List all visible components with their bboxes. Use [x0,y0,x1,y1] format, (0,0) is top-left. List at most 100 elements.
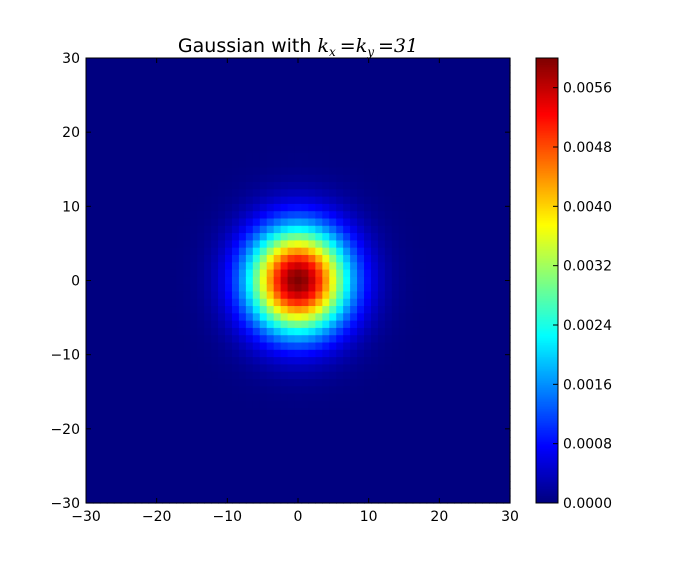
colorbar-strip [536,250,558,254]
heatmap-cell [120,79,129,88]
x-tick-label: −30 [71,509,101,525]
heatmap-cell [245,101,254,110]
heatmap-cell [211,437,219,446]
heatmap-cell [204,152,212,161]
heatmap-cell [503,203,511,212]
heatmap-cell [370,196,379,205]
heatmap-cell [398,378,407,387]
heatmap-cell [294,327,303,336]
colorbar-strip [536,447,558,450]
heatmap-cell [176,400,184,409]
heatmap-cell [364,160,372,169]
heatmap-cell [426,488,435,497]
heatmap-cell [461,203,469,212]
heatmap-cell [503,262,511,271]
heatmap-cell [106,488,115,497]
heatmap-cell [440,335,449,344]
heatmap-cell [231,79,240,88]
heatmap-cell [440,349,449,358]
heatmap-cell [176,349,184,358]
heatmap-cell [412,342,421,351]
heatmap-cell [162,291,171,300]
heatmap-cell [287,444,296,453]
heatmap-cell [231,488,240,497]
heatmap-cell [405,203,414,212]
heatmap-cell [377,415,386,424]
heatmap-cell [225,386,233,395]
heatmap-cell [169,101,177,110]
heatmap-cell [364,320,372,329]
heatmap-cell [377,87,386,96]
heatmap-cell [134,262,143,271]
heatmap-cell [301,196,310,205]
heatmap-cell [86,182,94,190]
heatmap-cell [259,58,268,66]
heatmap-cell [120,174,129,183]
heatmap-cell [245,79,254,88]
heatmap-cell [197,233,205,241]
heatmap-cell [475,109,483,117]
heatmap-cell [252,225,261,234]
heatmap-cell [148,130,157,139]
heatmap-cell [489,481,497,490]
heatmap-cell [259,247,268,256]
heatmap-cell [503,408,511,417]
heatmap-cell [169,298,177,307]
heatmap-cell [176,466,184,475]
heatmap-cell [468,65,476,74]
heatmap-cell [252,152,261,161]
heatmap-cell [398,94,407,103]
heatmap-cell [357,451,365,460]
heatmap-cell [496,495,504,504]
heatmap-cell [266,357,275,365]
heatmap-cell [141,58,150,66]
heatmap-cell [419,349,428,358]
heatmap-cell [113,393,122,402]
heatmap-cell [155,72,164,81]
heatmap-cell [364,262,372,271]
heatmap-cell [134,79,143,88]
heatmap-cell [211,473,219,482]
heatmap-cell [113,378,122,387]
heatmap-cell [134,123,143,132]
heatmap-cell [301,357,310,365]
colorbar-strip [536,238,558,242]
colorbar-strip [536,131,558,134]
heatmap-cell [176,488,184,497]
heatmap-cell [231,400,240,409]
heatmap-cell [294,79,303,88]
heatmap-cell [92,473,101,482]
heatmap-cell [315,320,323,329]
heatmap-cell [266,174,275,183]
x-axis: −30 −20 −10 0 10 20 30 [71,58,519,525]
heatmap-cell [391,364,400,373]
heatmap-cell [357,218,365,227]
heatmap-cell [162,437,171,446]
colorbar-strip [536,419,558,422]
heatmap-cell [113,364,122,373]
heatmap-cell [322,298,330,307]
heatmap-cell [92,138,101,147]
heatmap-cell [426,189,435,198]
heatmap-cell [225,72,233,81]
heatmap-cell [475,101,483,110]
heatmap-cell [245,269,254,278]
heatmap-cell [287,79,296,88]
heatmap-cell [308,182,316,190]
heatmap-cell [440,182,449,190]
heatmap-cell [141,211,150,220]
colorbar-tick-label: 0.0040 [563,199,612,215]
heatmap-cell [294,451,303,460]
heatmap-cell [391,240,400,249]
heatmap-cell [447,386,455,395]
colorbar-strip [536,391,558,394]
heatmap-cell [169,386,177,395]
heatmap-cell [245,488,254,497]
heatmap-cell [301,65,310,74]
heatmap-cell [496,415,504,424]
heatmap-cell [120,313,129,322]
heatmap-cell [273,196,282,205]
heatmap-cell [364,269,372,278]
colorbar-strip [536,429,558,433]
heatmap-cell [496,72,504,81]
